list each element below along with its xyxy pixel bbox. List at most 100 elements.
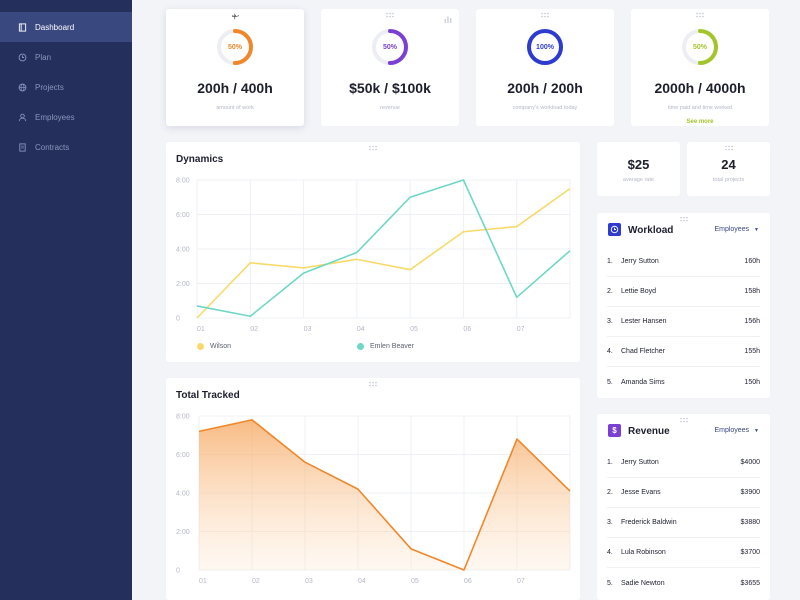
list-row[interactable]: 1. Jerry Sutton $4000 — [607, 448, 760, 478]
progress-ring — [372, 29, 408, 65]
revenue-dropdown[interactable]: Employees ▼ — [714, 427, 759, 434]
sidebar-item-plan[interactable]: Plan — [0, 42, 132, 72]
list-row[interactable]: 4. Chad Fletcher 155h — [607, 337, 760, 367]
row-number: 2. — [607, 288, 613, 295]
row-name: Jerry Sutton — [621, 459, 659, 466]
drag-handle-icon[interactable] — [368, 145, 378, 151]
sidebar-item-contracts[interactable]: Contracts — [0, 132, 132, 162]
stat-card-time[interactable]: 50% 2000h / 4000h time paid and time wor… — [631, 9, 769, 126]
drag-handle-icon[interactable] — [540, 12, 550, 18]
workload-card: Workload Employees ▼ 1. Jerry Sutton 160h … — [597, 213, 770, 398]
drag-handle-icon[interactable] — [679, 216, 689, 222]
x-tick-label: 01 — [199, 578, 207, 585]
stat-label: amount of work — [216, 105, 254, 111]
list-row[interactable]: 3. Lester Hansen 156h — [607, 307, 760, 337]
progress-percent: 50% — [227, 43, 242, 51]
document-icon — [17, 142, 27, 152]
drag-handle-icon[interactable] — [724, 145, 734, 151]
stat-value: 200h / 400h — [197, 80, 273, 96]
row-value: 150h — [744, 378, 760, 386]
row-number: 3. — [607, 318, 613, 325]
list-row[interactable]: 3. Frederick Baldwin $3880 — [607, 508, 760, 538]
drag-handle-icon[interactable] — [679, 417, 689, 423]
row-value: 160h — [744, 258, 760, 265]
progress-ring — [682, 29, 718, 65]
sidebar-item-label: Plan — [35, 52, 52, 62]
caret-down-icon: ▼ — [754, 227, 759, 233]
sidebar-item-label: Contracts — [35, 142, 70, 152]
legend-label: Emlen Beaver — [370, 343, 414, 350]
drag-handle-icon[interactable] — [695, 12, 705, 18]
progress-percent: 50% — [692, 43, 707, 51]
mini-stat-average-rate: $25 average rate — [597, 142, 680, 196]
x-tick-label: 07 — [517, 578, 525, 585]
y-tick-label: 4:00 — [176, 247, 190, 254]
stat-card-workload[interactable]: 100% 200h / 200h company's workload toda… — [476, 9, 614, 126]
row-number: 5. — [607, 378, 613, 386]
row-value: $4000 — [740, 459, 760, 466]
row-name: Jerry Sutton — [621, 258, 659, 265]
x-tick-label: 02 — [250, 326, 258, 333]
row-value: 156h — [744, 318, 760, 325]
list-row[interactable]: 1. Jerry Sutton 160h — [607, 247, 760, 277]
sidebar-item-dashboard[interactable]: Dashboard — [0, 12, 132, 42]
dynamics-chart: 0 2:00 4:00 6:00 8:00 01 02 03 04 05 06 07 — [176, 178, 571, 333]
list-row[interactable]: 5. Amanda Sims 150h — [607, 367, 760, 397]
x-tick-label: 06 — [464, 578, 472, 585]
stat-value: 2000h / 4000h — [654, 80, 746, 96]
user-icon — [17, 112, 27, 122]
row-name: Jesse Evans — [621, 489, 661, 496]
list-row[interactable]: 4. Lula Robinson $3700 — [607, 538, 760, 568]
progress-ring — [527, 29, 563, 65]
chart-title: Total Tracked — [176, 390, 240, 401]
drag-handle-icon[interactable] — [368, 381, 378, 387]
x-tick-label: 03 — [304, 326, 312, 333]
sidebar-item-employees[interactable]: Employees — [0, 102, 132, 132]
y-tick-label: 0 — [176, 568, 180, 575]
y-tick-label: 4:00 — [176, 491, 190, 498]
legend-item: Wilson — [197, 343, 231, 350]
stat-value: $50k / $100k — [349, 80, 431, 96]
chart-title: Dynamics — [176, 154, 224, 165]
bar-chart-icon[interactable] — [444, 15, 452, 23]
sidebar-item-projects[interactable]: Projects — [0, 72, 132, 102]
legend-item: Emlen Beaver — [357, 343, 414, 350]
list-row[interactable]: 2. Jesse Evans $3900 — [607, 478, 760, 508]
dollar-icon: $ — [608, 424, 621, 437]
row-value: 155h — [744, 348, 760, 355]
progress-percent: 100% — [536, 43, 554, 51]
total-tracked-chart: 0 2:00 4:00 6:00 8:00 01 02 03 04 05 06 07 — [176, 414, 571, 585]
y-tick-label: 8:00 — [176, 178, 190, 185]
row-name: Lettie Boyd — [621, 288, 657, 295]
legend-label: Wilson — [210, 343, 232, 350]
globe-icon — [17, 82, 27, 92]
row-name: Frederick Baldwin — [621, 519, 677, 526]
book-icon — [17, 22, 27, 32]
y-tick-label: 6:00 — [176, 212, 190, 219]
row-number: 3. — [607, 519, 613, 526]
row-number: 5. — [607, 579, 613, 587]
row-number: 1. — [607, 459, 613, 466]
sidebar-item-label: Dashboard — [35, 22, 75, 32]
mini-stat-total-projects: 24 total projects — [687, 142, 770, 196]
stat-card-work[interactable]: 50% 200h / 400h amount of work — [166, 9, 304, 126]
see-more-link[interactable]: See more — [686, 119, 714, 125]
workload-dropdown[interactable]: Employees ▼ — [714, 226, 759, 233]
x-tick-label: 04 — [357, 326, 365, 333]
x-tick-label: 05 — [411, 578, 419, 585]
stat-label: company's workload today — [512, 105, 578, 111]
row-value: $3900 — [740, 489, 760, 496]
y-tick-label: 0 — [176, 316, 180, 323]
drag-handle-icon[interactable] — [385, 12, 395, 18]
dropdown-label: Employees — [714, 427, 750, 434]
move-handle-icon[interactable] — [231, 13, 240, 22]
x-tick-label: 06 — [463, 326, 471, 333]
area-fill — [199, 419, 570, 570]
list-row[interactable]: 2. Lettie Boyd 158h — [607, 277, 760, 307]
mini-stat-label: average rate — [623, 177, 654, 183]
stat-card-revenue[interactable]: 50% $50k / $100k revenue — [321, 9, 459, 126]
sidebar-item-label: Employees — [35, 112, 75, 122]
revenue-title: Revenue — [628, 426, 670, 437]
list-row[interactable]: 5. Sadie Newton $3655 — [607, 568, 760, 598]
series-line — [198, 419, 571, 571]
